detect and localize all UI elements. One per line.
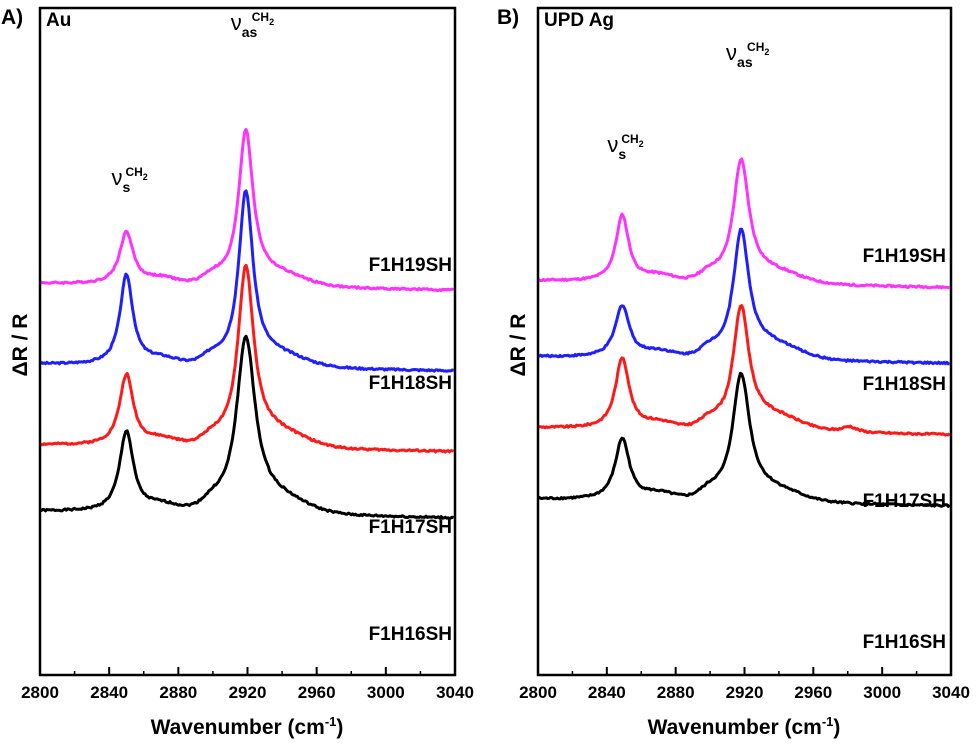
x-tick-label: 2880: [159, 683, 197, 702]
series-line: [537, 371, 951, 508]
x-tick-label: 2840: [588, 683, 626, 702]
series-labels: F1H19SH F1H18SH F1H17SH F1H16SH: [863, 246, 946, 653]
series-line: [537, 157, 951, 290]
x-tick-label: 3000: [367, 683, 405, 702]
series-line: [537, 304, 951, 437]
series-label: F1H18SH: [863, 374, 946, 395]
x-tick-label: 2800: [21, 683, 59, 702]
x-ticks: 2800 2840 2880 2920 2960 3000 3040: [21, 667, 474, 702]
peak-label: νas: [231, 10, 258, 40]
series-label: F1H17SH: [369, 517, 452, 538]
y-axis-label: ΔR / R: [9, 314, 32, 377]
series-label: F1H17SH: [863, 491, 946, 512]
peak-label-sup: CH2: [747, 40, 769, 57]
plot-frame: [536, 6, 953, 677]
series-line: [38, 127, 455, 293]
series-line: [39, 263, 455, 454]
spectra-traces: [537, 157, 951, 508]
series-line: [38, 189, 455, 373]
x-axis-label: Wavenumber (cm-1): [648, 714, 841, 739]
series-label: F1H19SH: [863, 246, 946, 267]
x-tick-label: 2920: [229, 683, 267, 702]
panel-label: B): [497, 6, 519, 29]
peak-label-sup: CH2: [252, 10, 274, 27]
series-line: [39, 334, 455, 520]
series-label: F1H19SH: [369, 255, 452, 276]
peak-label: νas: [726, 40, 753, 70]
x-tick-label: 2960: [298, 683, 336, 702]
x-tick-label: 3040: [436, 683, 474, 702]
x-ticks: 2800 2840 2880 2920 2960 3000 3040: [519, 667, 970, 702]
peak-label-sup: CH2: [125, 165, 147, 182]
spectra-traces: [38, 127, 455, 520]
series-line: [537, 227, 951, 366]
x-tick-label: 2840: [90, 683, 128, 702]
x-tick-label: 2960: [794, 683, 832, 702]
x-tick-label: 2920: [726, 683, 764, 702]
peak-label-sup: CH2: [621, 132, 643, 149]
panel-title: Au: [46, 10, 71, 31]
series-labels: F1H19SH F1H18SH F1H17SH F1H16SH: [369, 255, 452, 645]
x-tick-label: 3040: [932, 683, 970, 702]
x-tick-label: 2880: [657, 683, 695, 702]
series-label: F1H16SH: [863, 632, 946, 653]
x-axis-label: Wavenumber (cm-1): [151, 714, 344, 739]
x-tick-label: 2800: [519, 683, 557, 702]
series-label: F1H16SH: [369, 624, 452, 645]
y-axis-label: ΔR / R: [507, 314, 530, 377]
panel-title: UPD Ag: [544, 10, 614, 31]
panel-label: A): [1, 6, 23, 29]
series-label: F1H18SH: [369, 373, 452, 394]
x-tick-label: 3000: [863, 683, 901, 702]
peak-label: νs: [607, 132, 626, 162]
peak-label: νs: [111, 165, 130, 195]
